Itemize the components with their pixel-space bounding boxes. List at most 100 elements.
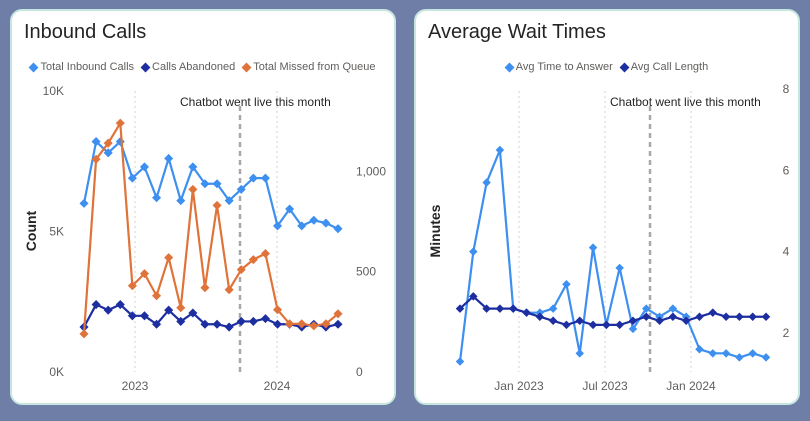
data-point-total-missed-from-queue [91,154,101,164]
data-point-total-inbound-calls [248,173,258,183]
data-point-avg-call-length [588,320,598,330]
data-point-total-inbound-calls [309,215,319,225]
data-point-calls-abandoned [152,319,162,329]
legend-item-calls-abandoned[interactable]: Calls Abandoned [140,61,236,73]
annotation-label: Chatbot went live this month [180,95,331,109]
data-point-total-inbound-calls [91,137,101,147]
inbound-calls-legend[interactable]: Total Inbound Calls Calls Abandoned Tota… [12,61,394,73]
data-point-total-inbound-calls [127,173,137,183]
data-point-calls-abandoned [200,319,210,329]
data-point-total-missed-from-queue [309,321,319,331]
data-point-avg-call-length [482,304,491,313]
legend-label-time-to-answer: Avg Time to Answer [515,61,613,73]
data-point-avg-time-to-answer [495,145,505,155]
data-point-avg-time-to-answer [708,349,718,358]
data-point-total-inbound-calls [321,218,331,228]
y-tick-label: 0K [49,365,64,379]
legend-item-missed-queue[interactable]: Total Missed from Queue [241,61,376,73]
data-point-avg-call-length [575,316,584,326]
data-point-avg-call-length [469,292,478,301]
y2-tick-label: 0 [356,365,363,379]
data-point-avg-call-length [748,312,757,321]
y2-tick-label: 8 [783,82,790,96]
legend-label-calls-abandoned: Calls Abandoned [152,61,236,73]
inbound-calls-plot[interactable]: 0K 5K 10K 0 500 1,000 2023 2024 Count Chatbot wen… [12,11,394,403]
x-tick-label: Jul 2023 [582,379,628,393]
data-point-avg-call-length [495,304,505,313]
data-point-avg-time-to-answer [668,304,678,313]
data-point-avg-time-to-answer [628,324,638,334]
wait-times-legend[interactable]: Avg Time to Answer Avg Call Length [416,61,798,73]
data-point-calls-abandoned [103,305,113,315]
x-tick-label: 2023 [122,379,149,393]
data-point-avg-call-length [695,312,704,321]
data-point-total-inbound-calls [176,196,186,206]
data-point-avg-call-length [562,320,571,330]
y2-tick-label: 1,000 [356,164,386,178]
data-point-avg-time-to-answer [735,353,744,362]
data-point-calls-abandoned [333,319,343,329]
data-point-avg-time-to-answer [721,349,731,358]
x-tick-label: Jan 2023 [494,379,544,393]
y2-tick-label: 2 [783,326,790,340]
data-point-avg-call-length [668,312,678,321]
data-point-total-missed-from-queue [176,303,186,313]
data-point-avg-call-length [615,320,624,330]
y-tick-label: 10K [43,84,64,98]
data-point-avg-call-length [681,316,691,326]
annotation-label: Chatbot went live this month [610,95,761,109]
data-point-total-missed-from-queue [212,200,222,210]
data-point-total-inbound-calls [164,153,174,163]
data-point-calls-abandoned [188,308,198,318]
data-point-avg-call-length [522,308,531,317]
data-point-total-inbound-calls [260,173,270,183]
legend-item-time-to-answer[interactable]: Avg Time to Answer [504,61,613,73]
legend-item-call-length[interactable]: Avg Call Length [619,61,708,73]
data-point-total-missed-from-queue [260,249,270,259]
wait-times-card: Average Wait Times Avg Time to Answer Av… [414,9,800,405]
series-line-calls-abandoned [83,303,339,329]
data-point-total-missed-from-queue [188,184,198,194]
series-line-total-missed-from-queue [82,122,339,334]
data-point-total-missed-from-queue [200,283,210,293]
data-point-calls-abandoned [127,311,137,321]
data-point-avg-call-length [602,320,611,330]
series-line-avg-time-to-answer [458,148,767,362]
series-line-total-inbound-calls [82,140,339,230]
y-tick-label: 5K [49,225,64,239]
x-tick-label: Jan 2024 [666,379,716,393]
data-point-avg-time-to-answer [761,353,771,362]
data-point-avg-time-to-answer [548,304,558,313]
data-point-total-missed-from-queue [103,138,113,148]
legend-item-total-inbound[interactable]: Total Inbound Calls [29,61,135,73]
data-point-avg-call-length [761,312,771,321]
data-point-calls-abandoned [272,319,283,329]
data-point-total-inbound-calls [212,179,222,189]
data-point-total-inbound-calls [188,162,198,172]
data-point-avg-time-to-answer [695,345,704,354]
data-point-total-missed-from-queue [164,253,174,263]
data-point-total-missed-from-queue [79,329,89,339]
y2-tick-label: 500 [356,265,376,279]
y2-tick-label: 6 [783,163,790,177]
data-point-avg-call-length [535,312,545,321]
data-point-total-missed-from-queue [224,285,234,295]
data-point-calls-abandoned [236,316,246,326]
data-point-calls-abandoned [212,319,222,329]
data-point-total-inbound-calls [152,193,162,203]
data-point-avg-call-length [548,316,558,326]
inbound-calls-card: Inbound Calls Total Inbound Calls Calls … [10,9,396,405]
y2-tick-label: 4 [783,245,790,259]
data-point-avg-call-length [735,312,744,321]
data-point-avg-call-length [508,304,518,313]
wait-times-plot[interactable]: Jan 2023 Jul 2023 Jan 2024 2 4 6 8 Minutes Chatb… [416,11,798,403]
y-axis-title: Minutes [427,204,443,257]
data-point-avg-time-to-answer [748,349,757,358]
data-point-calls-abandoned [260,314,270,324]
data-point-avg-call-length [642,312,651,321]
data-point-calls-abandoned [248,316,258,326]
data-point-avg-call-length [708,308,718,317]
legend-label-total-inbound: Total Inbound Calls [40,61,135,73]
data-point-total-missed-from-queue [152,291,162,301]
data-point-total-missed-from-queue [115,118,125,128]
